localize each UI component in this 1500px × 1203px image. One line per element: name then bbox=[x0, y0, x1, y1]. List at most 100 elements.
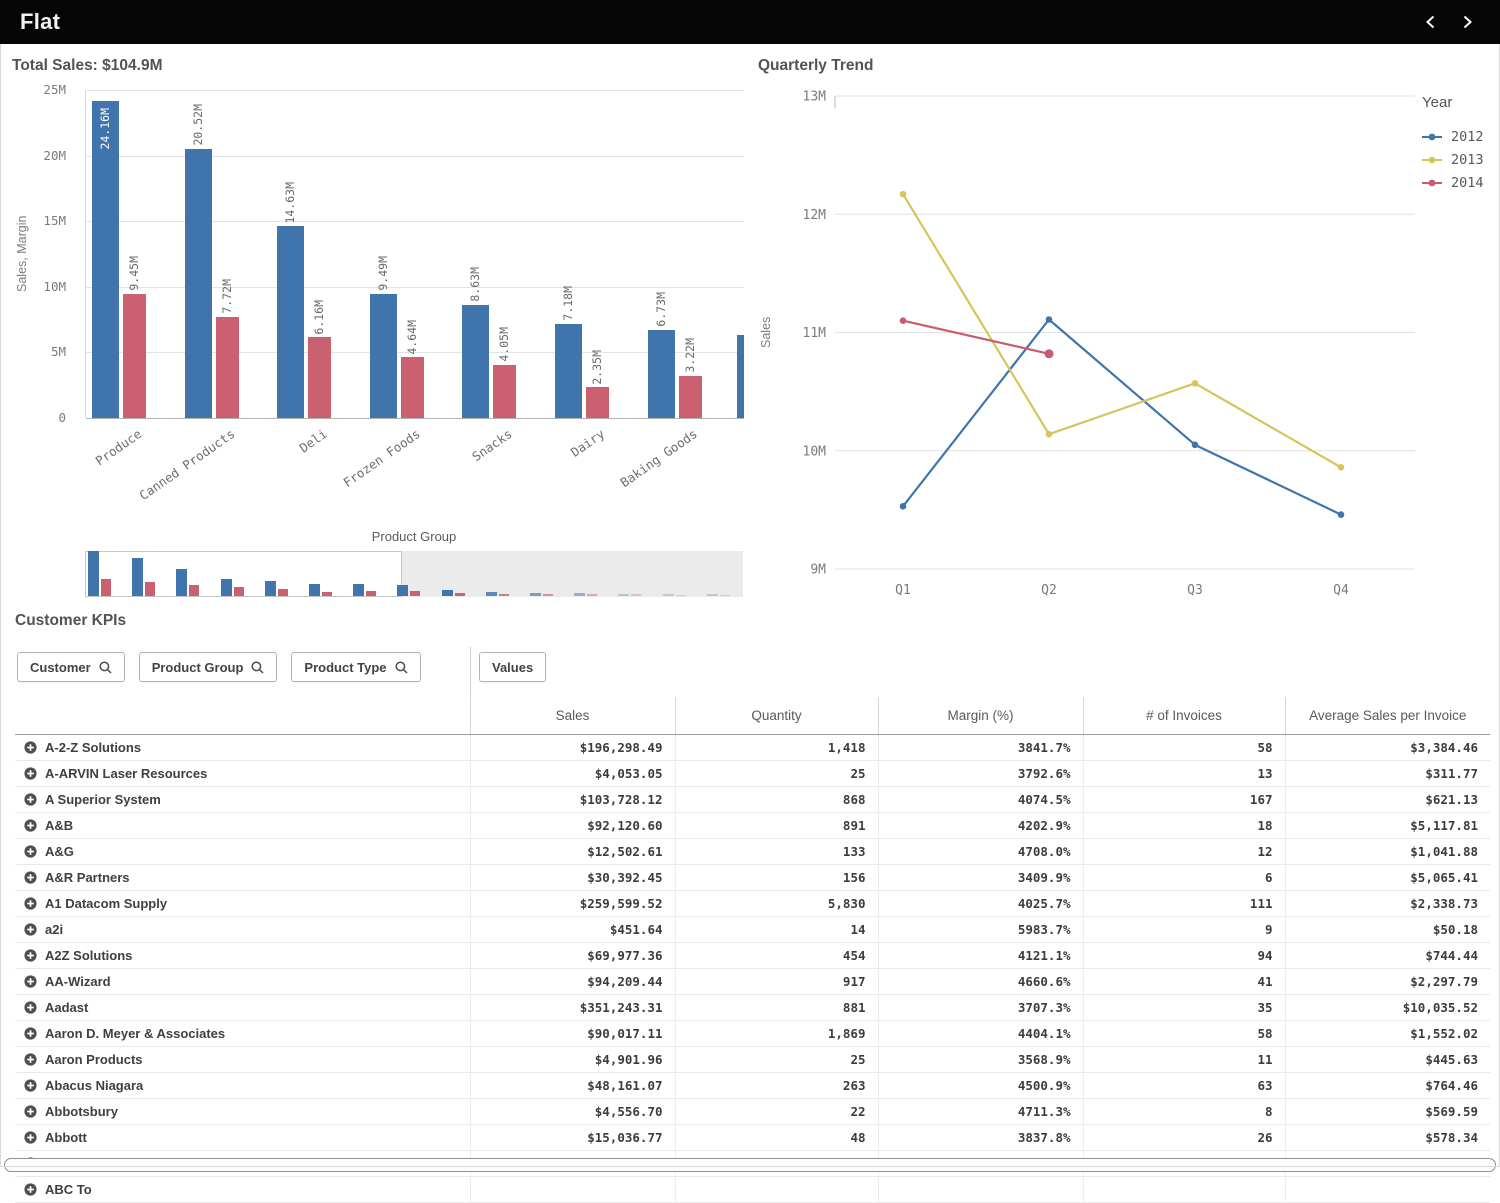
customer-cell[interactable]: A-2-Z Solutions bbox=[15, 734, 470, 761]
expand-plus-icon[interactable] bbox=[24, 741, 37, 754]
data-point-2012[interactable] bbox=[899, 503, 907, 510]
data-point-2013[interactable] bbox=[1045, 430, 1053, 438]
data-point-2012[interactable] bbox=[1045, 316, 1053, 323]
filter-button-customer[interactable]: Customer bbox=[17, 652, 125, 682]
customer-cell[interactable]: A&G bbox=[15, 838, 470, 865]
expand-plus-icon[interactable] bbox=[24, 871, 37, 884]
x-category-label-snacks[interactable]: Snacks bbox=[469, 426, 516, 465]
customer-cell[interactable]: AA-Wizard bbox=[15, 968, 470, 995]
table-row[interactable]: A Superior System $103,728.12 868 4074.5% 16… bbox=[15, 786, 1490, 813]
filter-button-product-group[interactable]: Product Group bbox=[138, 652, 278, 682]
chevron-left-icon[interactable] bbox=[1420, 11, 1442, 33]
table-row[interactable]: Abbott $15,036.77 48 3837.8% 26 $578.34 bbox=[15, 1124, 1490, 1151]
bar-sales-snacks[interactable] bbox=[462, 304, 490, 418]
column-header-sales[interactable]: Sales bbox=[469, 697, 675, 735]
x-tick-label-q2[interactable]: Q2 bbox=[1041, 583, 1057, 598]
x-tick-label-q4[interactable]: Q4 bbox=[1333, 583, 1349, 598]
table-row[interactable]: AA-Wizard $94,209.44 917 4660.6% 41 $2,297.79 bbox=[15, 968, 1490, 995]
expand-plus-icon[interactable] bbox=[24, 1053, 37, 1066]
customer-cell[interactable]: Aaron Products bbox=[15, 1046, 470, 1073]
filter-button-product-type[interactable]: Product Type bbox=[291, 652, 421, 682]
table-row[interactable]: A&G $12,502.61 133 4708.0% 12 $1,041.88 bbox=[15, 838, 1490, 865]
customer-cell[interactable]: A&R Partners bbox=[15, 864, 470, 891]
trend-line-2013[interactable] bbox=[902, 193, 1342, 469]
bar-sales-produce[interactable] bbox=[92, 101, 119, 418]
table-row[interactable]: Aaron D. Meyer & Associates $90,017.11 1,8… bbox=[15, 1020, 1490, 1047]
expand-plus-icon[interactable] bbox=[24, 1027, 37, 1040]
data-point-2014[interactable] bbox=[899, 317, 907, 324]
bar-sales-dairy[interactable] bbox=[555, 323, 582, 418]
expand-plus-icon[interactable] bbox=[24, 767, 37, 780]
x-category-label-produce[interactable]: Produce bbox=[92, 426, 145, 469]
chart-scroll-navigator[interactable] bbox=[85, 551, 743, 597]
expand-plus-icon[interactable] bbox=[24, 1001, 37, 1014]
chevron-right-icon[interactable] bbox=[1456, 11, 1478, 33]
data-point-2014[interactable] bbox=[1044, 349, 1054, 359]
expand-plus-icon[interactable] bbox=[24, 1079, 37, 1092]
customer-cell[interactable]: Abbotsbury bbox=[15, 1098, 470, 1125]
bar-sales-frozen-foods[interactable] bbox=[369, 293, 397, 418]
bar-partial-next-category[interactable] bbox=[737, 335, 744, 418]
customer-cell[interactable]: Abacus Niagara bbox=[15, 1072, 470, 1099]
table-row[interactable]: Abbotsbury $4,556.70 22 4711.3% 8 $569.59 bbox=[15, 1098, 1490, 1125]
customer-cell[interactable]: ABC To bbox=[15, 1176, 470, 1203]
x-category-label-deli[interactable]: Deli bbox=[296, 426, 330, 456]
values-button[interactable]: Values bbox=[479, 652, 547, 682]
table-row[interactable]: Abacus Niagara $48,161.07 263 4500.9% 63 $764… bbox=[15, 1072, 1490, 1099]
data-point-2012[interactable] bbox=[1191, 441, 1199, 449]
bar-margin-dairy[interactable] bbox=[586, 387, 609, 418]
legend-item-2014[interactable]: 2014 bbox=[1422, 171, 1500, 194]
legend-item-2012[interactable]: 2012 bbox=[1422, 125, 1500, 148]
x-category-label-frozen-foods[interactable]: Frozen Foods bbox=[339, 426, 423, 491]
column-header-average-sales-per-invoice[interactable]: Average Sales per Invoice bbox=[1284, 697, 1490, 735]
expand-plus-icon[interactable] bbox=[24, 1131, 37, 1144]
data-point-2013[interactable] bbox=[1191, 380, 1199, 387]
bar-margin-snacks[interactable] bbox=[493, 364, 517, 418]
expand-plus-icon[interactable] bbox=[24, 793, 37, 806]
x-category-label-baking-goods[interactable]: Baking Goods bbox=[617, 426, 701, 491]
x-tick-label-q1[interactable]: Q1 bbox=[895, 583, 911, 598]
customer-cell[interactable]: A&B bbox=[15, 812, 470, 839]
bar-sales-deli[interactable] bbox=[277, 226, 305, 418]
x-category-label-dairy[interactable]: Dairy bbox=[568, 426, 608, 460]
data-point-2013[interactable] bbox=[1337, 464, 1345, 471]
table-row[interactable]: A-2-Z Solutions $196,298.49 1,418 3841.7% 58… bbox=[15, 734, 1490, 761]
bar-margin-baking-goods[interactable] bbox=[678, 375, 702, 418]
x-tick-label-q3[interactable]: Q3 bbox=[1187, 583, 1203, 598]
customer-cell[interactable]: Abbott bbox=[15, 1124, 470, 1151]
table-row[interactable]: A&R Partners $30,392.45 156 3409.9% 6 $5,065.… bbox=[15, 864, 1490, 891]
expand-plus-icon[interactable] bbox=[24, 897, 37, 910]
expand-plus-icon[interactable] bbox=[24, 949, 37, 962]
horizontal-scrollbar[interactable] bbox=[4, 1158, 1496, 1172]
expand-plus-icon[interactable] bbox=[24, 1183, 37, 1196]
table-row[interactable]: Aaron Products $4,901.96 25 3568.9% 11 $445.6… bbox=[15, 1046, 1490, 1073]
column-header-margin-[interactable]: Margin (%) bbox=[877, 697, 1083, 735]
expand-plus-icon[interactable] bbox=[24, 819, 37, 832]
table-row[interactable]: A2Z Solutions $69,977.36 454 4121.1% 94 $744.… bbox=[15, 942, 1490, 969]
data-point-2013[interactable] bbox=[899, 190, 907, 198]
customer-cell[interactable]: A Superior System bbox=[15, 786, 470, 813]
customer-cell[interactable]: Aaron D. Meyer & Associates bbox=[15, 1020, 470, 1047]
table-row[interactable]: A1 Datacom Supply $259,599.52 5,830 4025.7%… bbox=[15, 890, 1490, 917]
legend-item-2013[interactable]: 2013 bbox=[1422, 148, 1500, 171]
bar-sales-baking-goods[interactable] bbox=[647, 329, 675, 418]
trend-line-2014[interactable] bbox=[902, 319, 1050, 355]
customer-cell[interactable]: Aadast bbox=[15, 994, 470, 1021]
expand-plus-icon[interactable] bbox=[24, 1105, 37, 1118]
table-row[interactable]: ABC To bbox=[15, 1176, 1490, 1203]
table-row[interactable]: a2i $451.64 14 5983.7% 9 $50.18 bbox=[15, 916, 1490, 943]
customer-cell[interactable]: A2Z Solutions bbox=[15, 942, 470, 969]
table-row[interactable]: A&B $92,120.60 891 4202.9% 18 $5,117.81 bbox=[15, 812, 1490, 839]
x-category-label-canned-products[interactable]: Canned Products bbox=[136, 426, 238, 504]
bar-margin-deli[interactable] bbox=[308, 337, 332, 418]
expand-plus-icon[interactable] bbox=[24, 845, 37, 858]
bar-sales-canned-products[interactable] bbox=[184, 148, 212, 418]
column-header-quantity[interactable]: Quantity bbox=[674, 697, 878, 735]
customer-cell[interactable]: A1 Datacom Supply bbox=[15, 890, 470, 917]
expand-plus-icon[interactable] bbox=[24, 923, 37, 936]
table-row[interactable]: Aadast $351,243.31 881 3707.3% 35 $10,035.52 bbox=[15, 994, 1490, 1021]
customer-cell[interactable]: A-ARVIN Laser Resources bbox=[15, 760, 470, 787]
column-header--of-invoices[interactable]: # of Invoices bbox=[1082, 697, 1285, 735]
expand-plus-icon[interactable] bbox=[24, 975, 37, 988]
bar-margin-produce[interactable] bbox=[123, 294, 146, 418]
